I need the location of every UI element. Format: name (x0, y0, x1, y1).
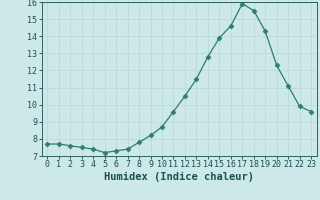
X-axis label: Humidex (Indice chaleur): Humidex (Indice chaleur) (104, 172, 254, 182)
